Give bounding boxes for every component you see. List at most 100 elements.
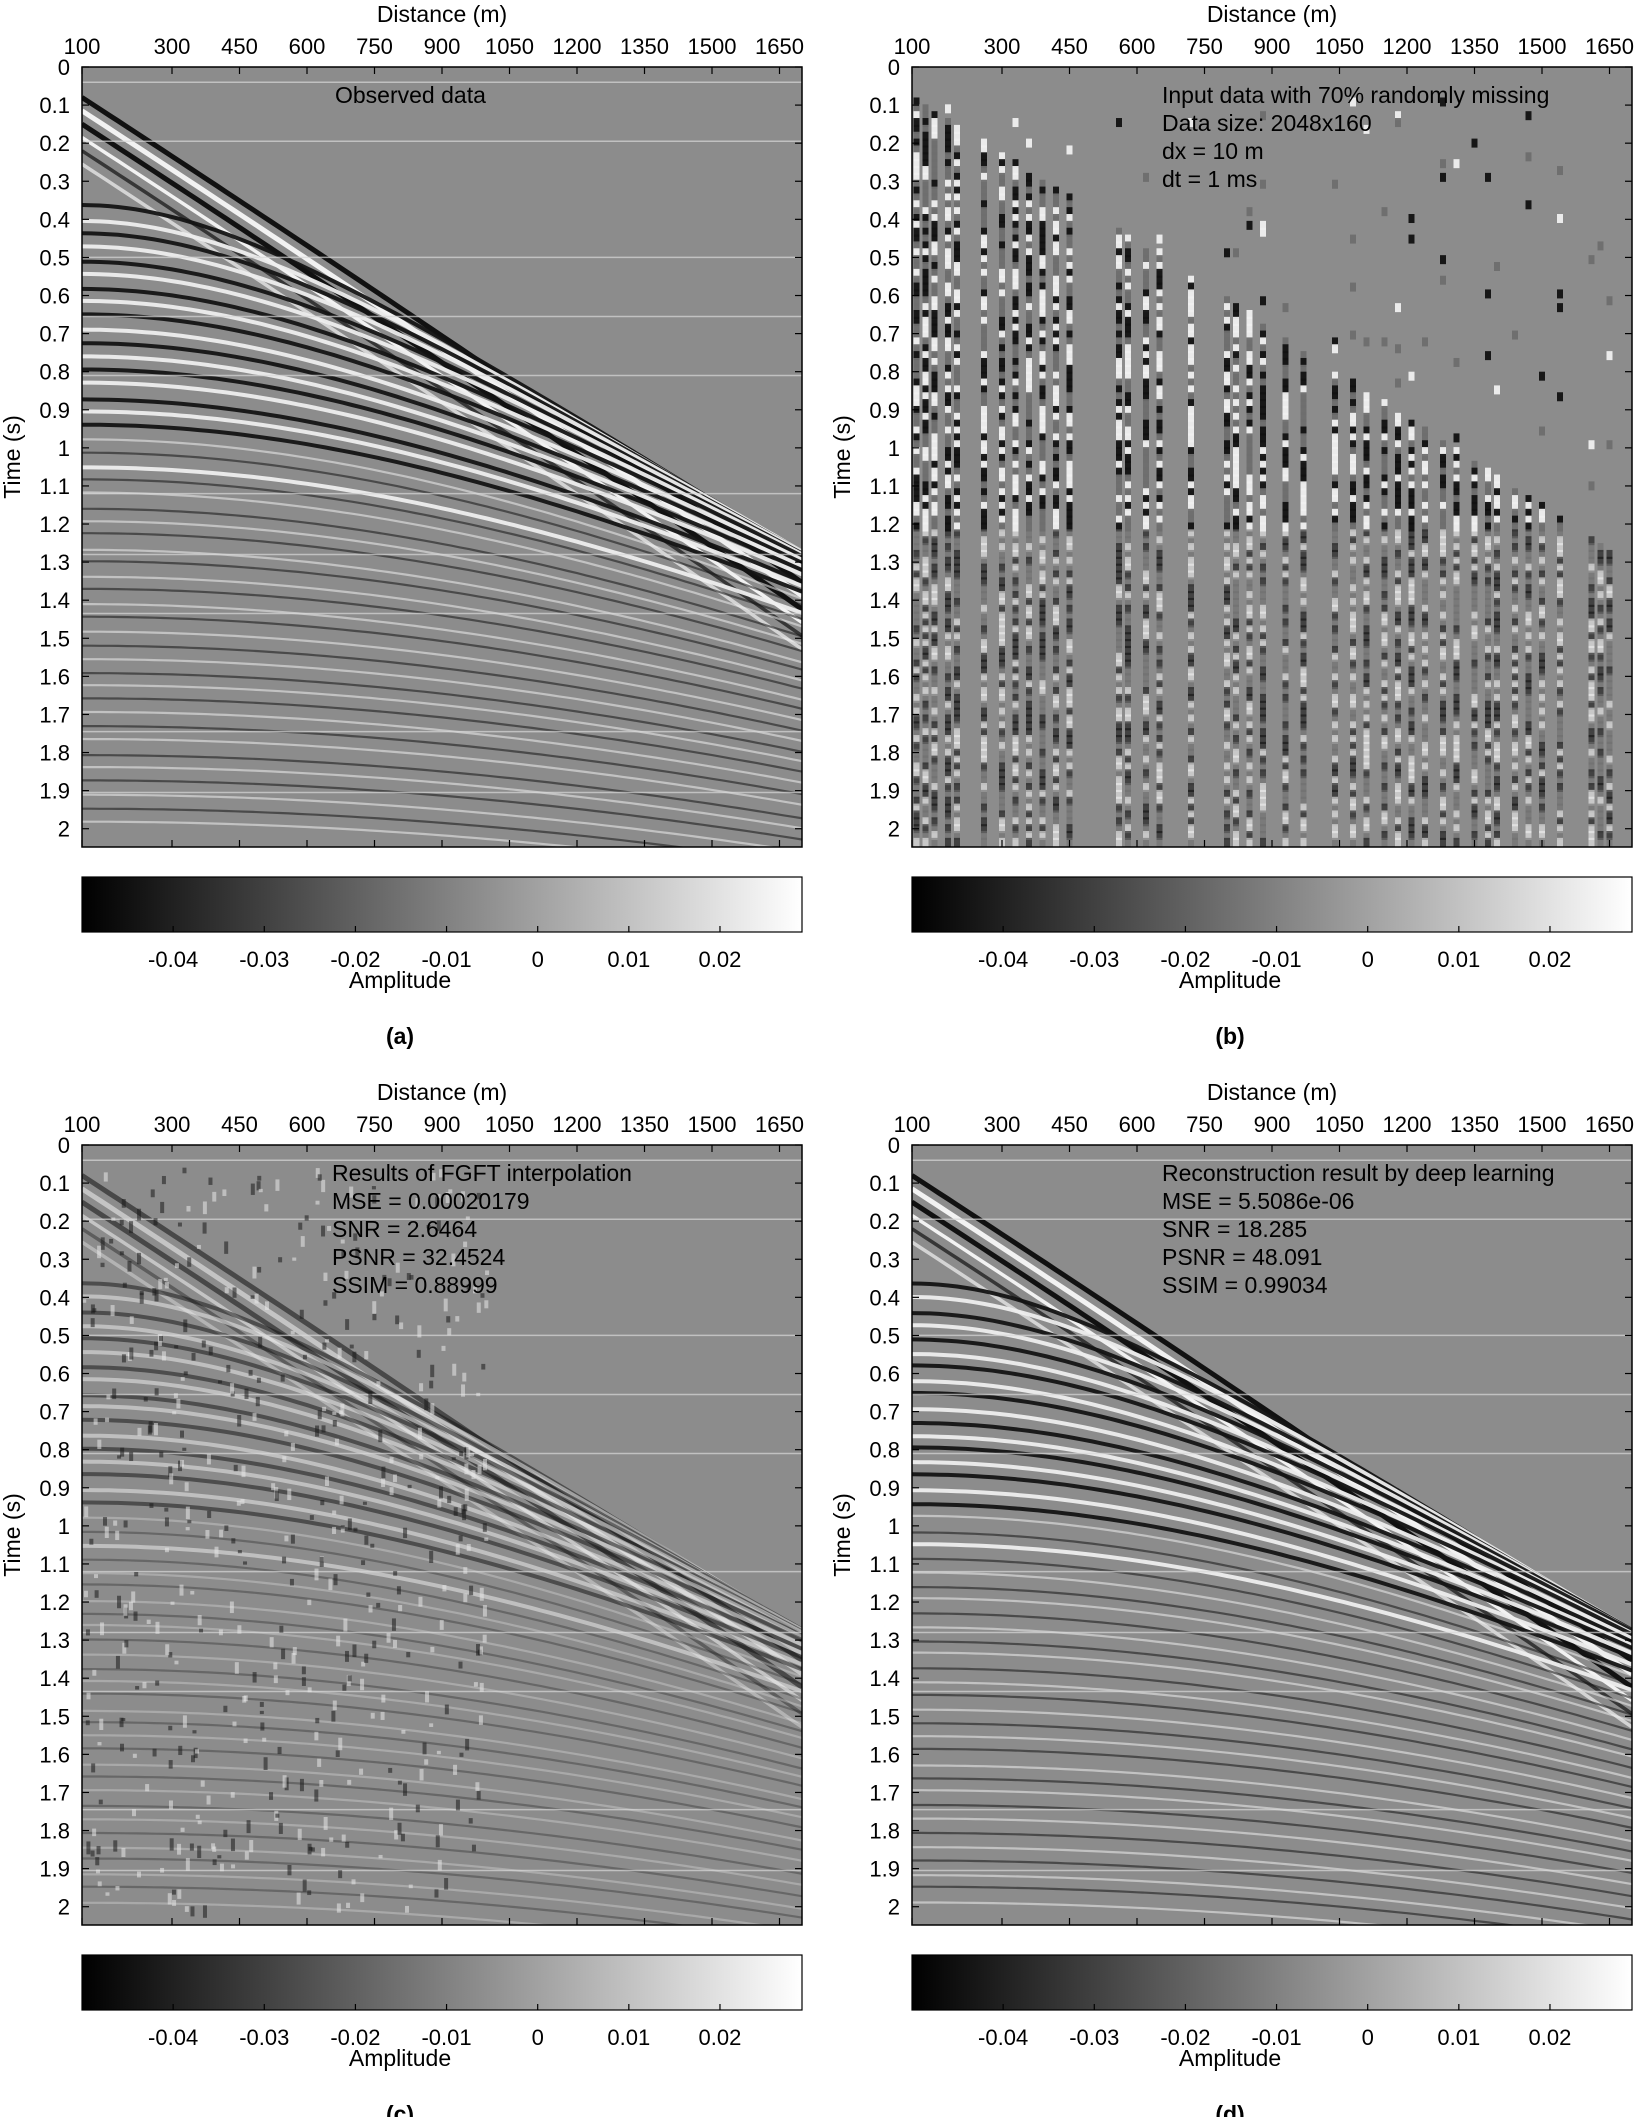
kept-trace-sample [945,474,951,484]
kept-trace-sample [999,405,1005,415]
kept-trace-sample [1408,234,1415,244]
kept-trace-sample [1156,433,1163,443]
kept-trace-sample [1282,515,1289,525]
kept-trace-sample [1525,570,1532,580]
kept-trace-sample [1156,563,1163,573]
seismic-event [82,793,778,847]
kept-trace-sample [1066,371,1073,381]
kept-trace-sample [1471,693,1478,703]
kept-trace-sample [1233,488,1239,498]
kept-trace-sample [1381,796,1388,806]
kept-trace-sample [1039,666,1046,676]
kept-trace-sample [1156,385,1163,395]
kept-trace-sample [1332,810,1338,820]
kept-trace-sample [1116,378,1122,388]
kept-trace-sample [1485,625,1491,635]
kept-trace-sample [945,179,951,189]
kept-trace-sample [1026,735,1032,745]
kept-trace-sample [1026,172,1032,182]
kept-trace-sample [1440,632,1446,642]
kept-trace-sample [1363,776,1370,786]
kept-trace-sample [1539,584,1545,594]
kept-trace-sample [1012,817,1019,827]
kept-trace-sample [1143,707,1149,717]
kept-trace-sample [1026,563,1032,573]
kept-trace-sample [1143,385,1149,395]
interp-artifact [178,1745,183,1756]
kept-trace-sample [1116,529,1122,539]
interp-artifact [121,1354,126,1363]
kept-trace-sample [1332,419,1338,429]
kept-trace-sample [1282,543,1289,553]
kept-trace-sample [1395,721,1401,731]
kept-trace-sample [1116,666,1122,676]
interp-artifact [406,1273,411,1280]
interp-artifact [250,1295,255,1299]
kept-trace-sample [999,556,1005,566]
kept-trace-sample [931,145,938,155]
kept-trace-sample [1332,632,1338,642]
kept-trace-sample [1557,817,1563,827]
interp-artifact [372,1313,377,1321]
seismic-event [912,1502,1632,1673]
kept-trace-sample [1053,659,1059,669]
kept-trace-sample [1156,687,1163,697]
kept-trace-sample [1012,248,1019,258]
kept-trace-sample [1260,501,1266,511]
interp-artifact [231,1538,236,1544]
kept-trace-sample [1300,501,1307,511]
kept-trace-sample [981,693,987,703]
kept-trace-sample [913,529,920,539]
kept-trace-sample [1246,481,1253,491]
annotation-line: SNR = 2.6464 [332,1216,477,1242]
kept-trace-sample [1512,604,1518,614]
kept-trace-sample [1485,796,1491,806]
kept-trace-sample [1381,556,1388,566]
kept-trace-sample [1300,789,1307,799]
kept-trace-sample [1156,268,1163,278]
kept-trace-sample [999,481,1005,491]
kept-trace-sample [1363,741,1370,751]
kept-trace-sample [1246,508,1253,518]
kept-trace-sample [1588,481,1595,491]
interp-artifact [172,1900,177,1906]
kept-trace-sample [913,200,920,210]
kept-trace-sample [1026,399,1032,409]
interp-artifact [405,1905,410,1913]
x-tick-label: 1350 [620,34,669,59]
interp-artifact [364,1351,369,1360]
interp-artifact [315,1168,320,1178]
kept-trace-sample [1116,776,1122,786]
kept-trace-sample [1233,460,1239,470]
kept-trace-sample [922,172,929,182]
interp-artifact [217,1855,222,1859]
interp-artifact [300,1236,305,1247]
kept-trace-sample [1350,399,1356,409]
interp-artifact [319,1556,324,1567]
kept-trace-sample [1539,597,1545,607]
interp-artifact [429,1723,434,1727]
kept-trace-sample [945,584,951,594]
kept-trace-sample [1471,796,1478,806]
kept-trace-sample [1246,796,1253,806]
kept-trace-sample [1125,481,1131,491]
kept-trace-sample [922,303,929,313]
kept-trace-sample [1381,467,1388,477]
panel-3: 100 300 450 600 750 900 1050 1200 1350 1500 1650Di… [829,1079,1634,2122]
kept-trace-sample [1408,467,1415,477]
kept-trace-sample [1494,824,1500,834]
kept-trace-sample [1012,193,1019,203]
kept-trace-sample [1282,632,1289,642]
kept-trace-sample [981,186,987,196]
kept-trace-sample [1156,783,1163,793]
kept-trace-sample [1026,344,1032,354]
seismic-event [82,1692,802,1787]
kept-trace-sample [1039,769,1046,779]
interp-artifact [99,1718,104,1731]
kept-trace-sample [954,515,960,525]
kept-trace-sample [931,426,938,436]
kept-trace-sample [1588,735,1595,745]
kept-trace-sample [922,152,929,162]
kept-trace-sample [1125,762,1131,772]
